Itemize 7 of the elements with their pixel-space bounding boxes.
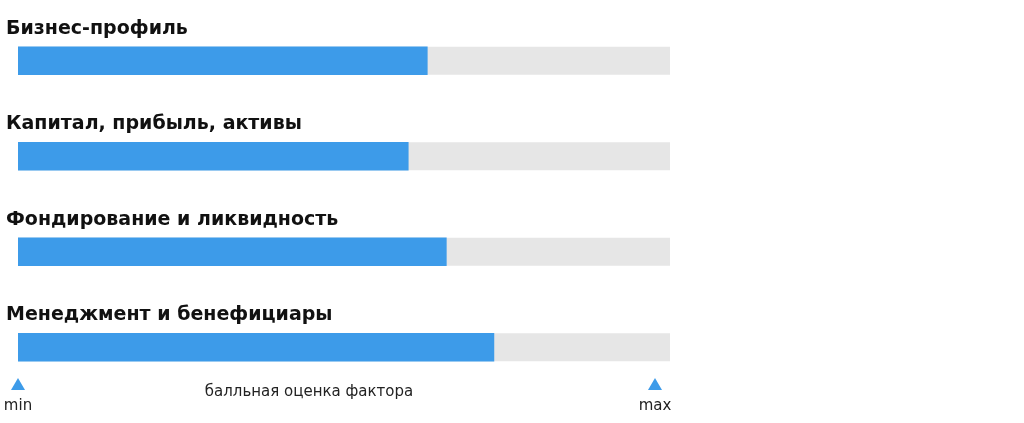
y-tick-label: Капитал, прибыль, активы <box>6 111 302 134</box>
y-tick-label: Фондирование и ликвидность <box>6 206 339 229</box>
y-tick-label: Бизнес-профиль <box>6 15 188 38</box>
y-tick-label: Менеджмент и бенефициары <box>6 302 333 325</box>
text: max <box>638 396 672 414</box>
text: min <box>3 396 33 414</box>
x-axis-title: балльная оценка фактора <box>204 382 414 400</box>
